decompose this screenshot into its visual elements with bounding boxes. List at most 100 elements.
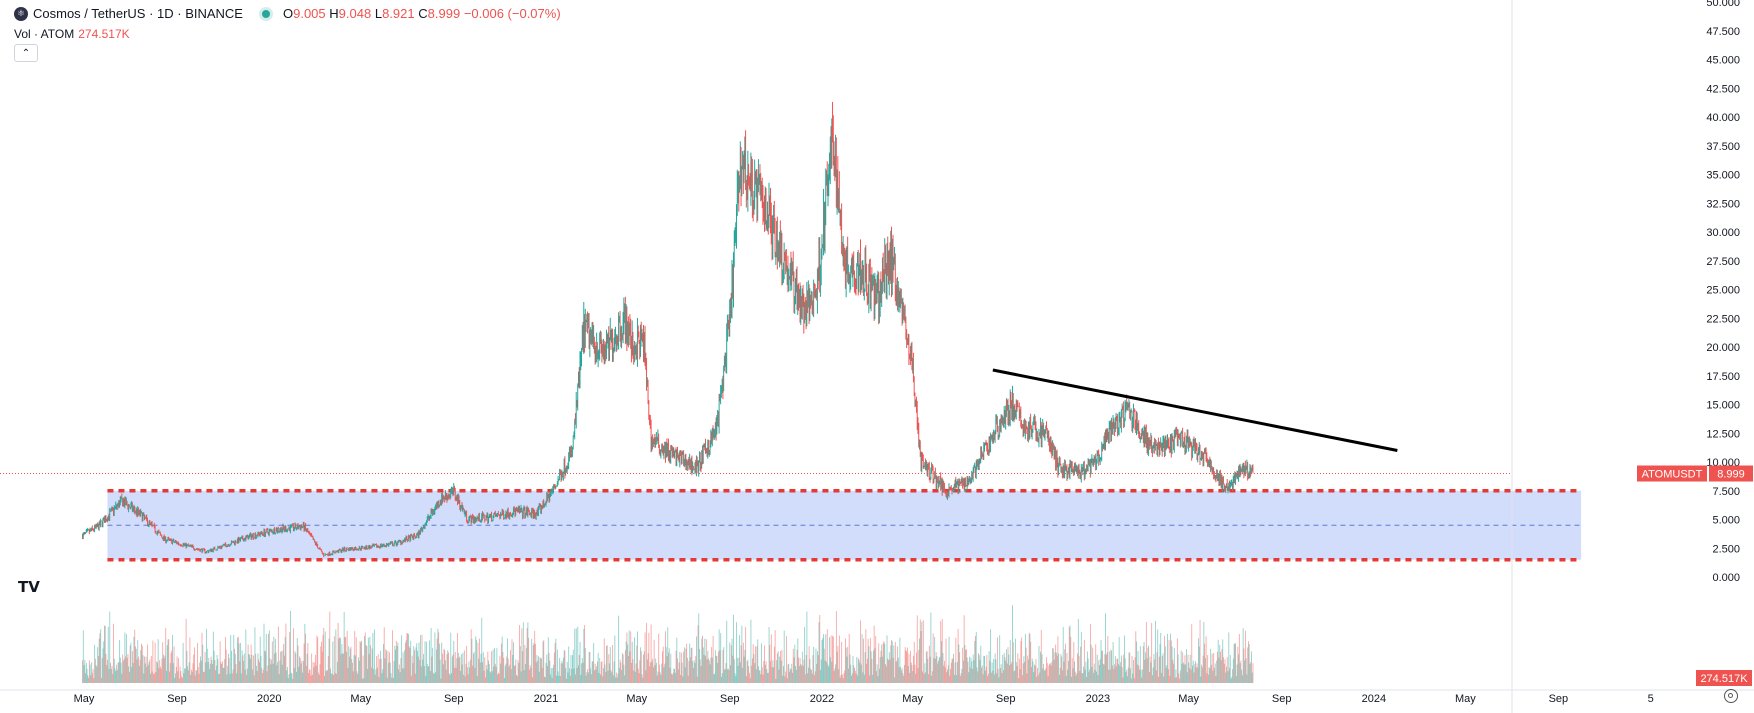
range-box[interactable] [107,489,1582,562]
volume-bar [83,665,85,683]
volume-bar [681,662,683,683]
volume-bar [107,626,109,683]
collapse-legend-button[interactable]: ⌃ [14,44,38,62]
volume-bar [310,675,312,683]
volume-bar [981,665,983,683]
volume-bar [1100,640,1102,683]
market-status-icon[interactable] [261,9,270,18]
low-value: 8.921 [382,6,415,21]
volume-bar [1155,670,1157,683]
volume-bar [295,653,297,683]
volume-bar [525,664,527,683]
volume-bar [1219,644,1221,683]
symbol-title[interactable]: Cosmos / TetherUS · 1D · BINANCE [33,6,243,21]
volume-bar [1077,653,1079,683]
volume-bar [575,674,576,683]
volume-bar [1209,668,1211,683]
volume-bar [825,634,827,683]
volume-bar [434,632,436,683]
volume-bar [422,659,424,683]
x-tick-label: May [902,693,923,705]
volume-bar [189,637,191,683]
volume-bar [897,646,899,683]
volume-bar [545,662,547,683]
volume-bar [1106,652,1108,683]
volume-bar [781,649,783,683]
volume-bar [558,675,560,683]
volume-bar [562,663,564,683]
volume-bar [1187,654,1189,683]
volume-bar [639,660,641,683]
volume-bar [515,659,517,683]
volume-bar [697,625,699,683]
volume-bar [1228,632,1230,683]
volume-bar [894,641,896,683]
volume-bar [1024,661,1026,683]
volume-bar [602,676,604,683]
volume-bar [579,641,581,683]
volume-bar [150,655,152,683]
volume-bar [1120,661,1122,683]
volume-bar [323,627,325,683]
x-tick-label: 5 [1648,693,1654,705]
volume-bar [1181,663,1183,683]
volume-bar [788,663,790,683]
volume-bar [742,667,744,683]
volume-bar [265,651,266,683]
volume-bar [802,665,804,683]
volume-bar [1239,663,1241,683]
volume-bar [215,670,217,683]
volume-bar [157,639,159,683]
volume-bar [624,650,626,683]
volume-bar [1010,664,1012,683]
volume-bar [242,655,244,683]
volume-bar [178,658,180,683]
volume-bar [921,621,923,683]
volume-bar [529,665,531,683]
volume-bar [472,653,474,683]
volume-bar [196,670,198,683]
volume-bar [118,661,120,683]
volume-bar [693,667,694,683]
settings-icon[interactable] [1724,689,1738,703]
high-label: H [329,6,339,21]
volume-bar [266,671,268,683]
volume-bar [1169,675,1171,683]
volume-bar [1098,660,1100,683]
volume-bar [523,670,525,683]
volume-bar [85,673,87,683]
volume-bar [654,665,656,683]
annotation-lines[interactable] [0,368,1512,475]
x-tick-label: 2020 [257,693,281,705]
volume-bar [499,655,501,683]
y-tick-label: 20.000 [1706,342,1740,354]
volume-bar [978,653,979,683]
volume-bar [1150,662,1152,683]
volume-bar [1079,671,1081,683]
volume-bar [643,651,645,683]
volume-bar [1127,667,1129,683]
volume-bar [628,630,630,683]
volume-bar [289,632,291,683]
volume-bar [796,649,798,683]
volume-bar [397,642,399,683]
volume-bar [246,674,248,683]
tradingview-logo-icon[interactable]: TV [18,578,40,596]
x-tick-label: Sep [1272,693,1292,705]
volume-bar [506,656,508,683]
volume-bar [753,654,755,683]
volume-bar [216,654,218,683]
volume-bar [777,651,779,683]
volume-bar [368,653,370,683]
volume-bar [584,647,586,683]
volume-bar [1196,663,1198,683]
volume-bar [165,627,167,683]
volume-bar [720,633,722,683]
volume-bar [1199,619,1201,683]
volume-bar [1041,654,1043,683]
volume-bar [755,669,757,683]
volume-bar [200,660,202,683]
volume-bar [1070,636,1072,683]
volume-bar [711,657,713,683]
